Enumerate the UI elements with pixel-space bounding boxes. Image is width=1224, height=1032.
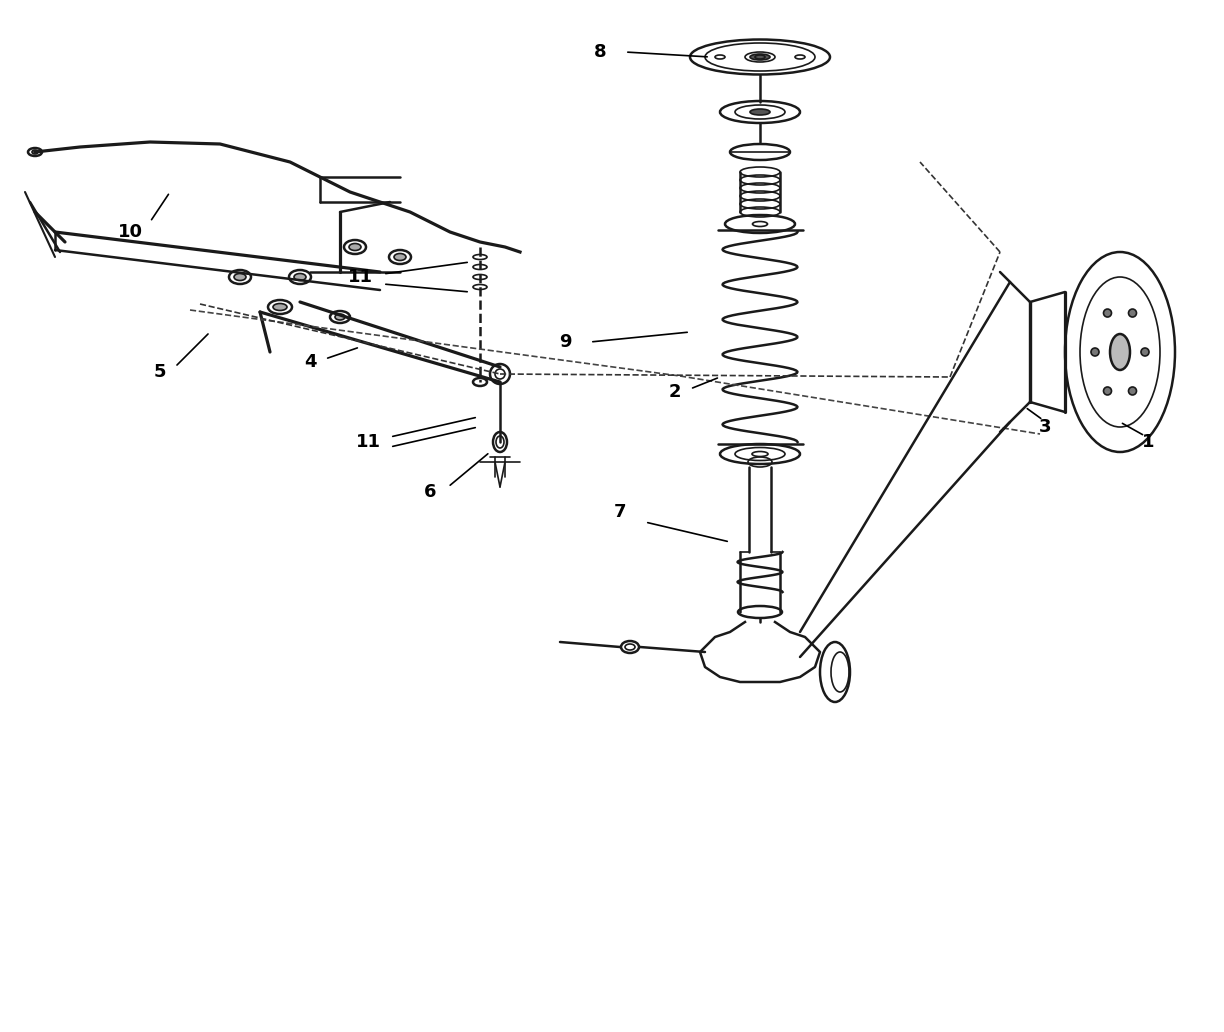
Text: 11: 11 <box>348 268 372 286</box>
Ellipse shape <box>750 54 770 60</box>
Ellipse shape <box>1110 334 1130 370</box>
Ellipse shape <box>1141 348 1149 356</box>
Text: 11: 11 <box>355 433 381 451</box>
Text: 9: 9 <box>558 333 572 351</box>
Ellipse shape <box>1104 387 1111 395</box>
Ellipse shape <box>1129 387 1137 395</box>
Text: 4: 4 <box>304 353 316 370</box>
Text: 2: 2 <box>668 383 682 401</box>
Ellipse shape <box>1104 309 1111 317</box>
Text: 3: 3 <box>1039 418 1051 436</box>
Ellipse shape <box>273 303 286 311</box>
Ellipse shape <box>349 244 361 251</box>
Text: 7: 7 <box>613 503 627 521</box>
Ellipse shape <box>750 109 770 115</box>
Ellipse shape <box>294 273 306 281</box>
Ellipse shape <box>234 273 246 281</box>
Ellipse shape <box>32 150 38 154</box>
Text: 10: 10 <box>118 223 142 241</box>
Text: 6: 6 <box>424 483 436 501</box>
Ellipse shape <box>335 314 345 320</box>
Ellipse shape <box>1129 309 1137 317</box>
Ellipse shape <box>1091 348 1099 356</box>
Text: 8: 8 <box>594 43 606 61</box>
Ellipse shape <box>394 254 406 260</box>
Text: 5: 5 <box>154 363 166 381</box>
Text: 1: 1 <box>1142 433 1154 451</box>
